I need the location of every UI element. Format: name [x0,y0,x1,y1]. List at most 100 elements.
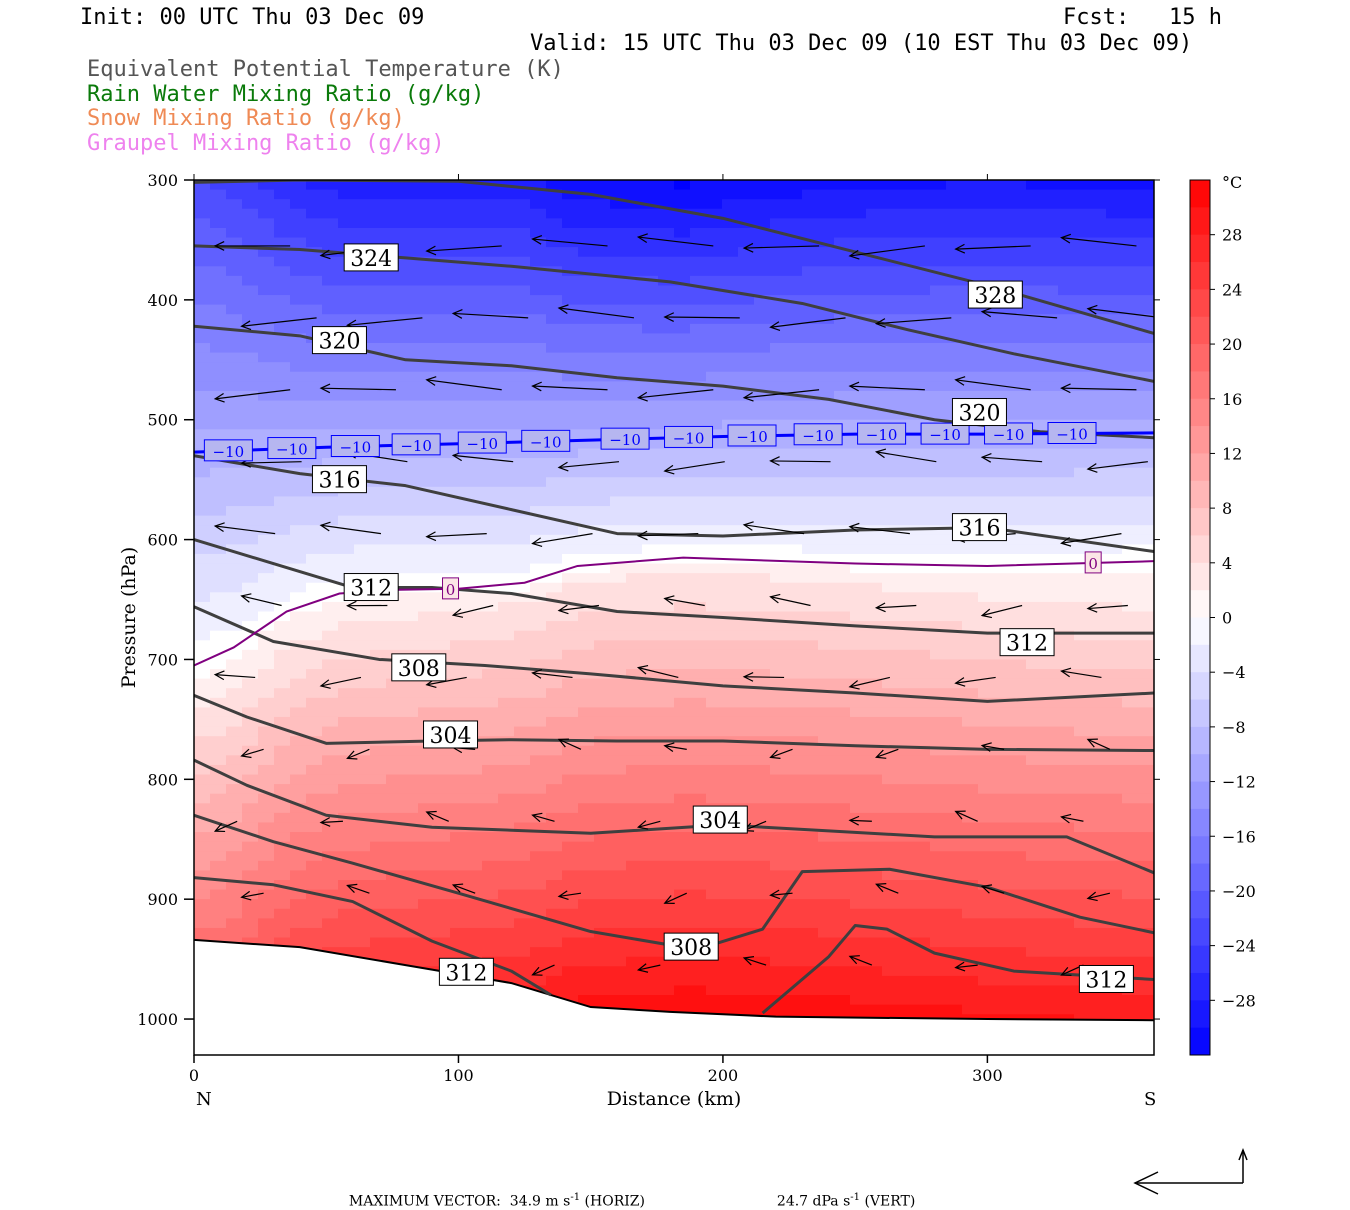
temperature-cell [226,362,243,372]
temperature-cell [642,343,659,353]
temperature-cell [770,928,787,938]
temperature-cell [850,775,867,785]
temperature-cell [242,746,259,756]
temperature-cell [546,947,563,957]
temperature-cell [386,218,403,228]
temperature-cell [1010,180,1027,190]
temperature-cell [834,535,851,545]
temperature-cell [338,775,355,785]
temperature-cell [194,516,211,526]
temperature-cell [482,612,499,622]
temperature-cell [226,506,243,516]
temperature-cell [962,190,979,200]
temperature-cell [274,612,291,622]
temperature-cell [306,669,323,679]
temperature-cell [530,899,547,909]
temperature-cell [610,938,627,948]
temperature-cell [914,190,931,200]
temperature-cell [754,707,771,717]
temperature-cell [434,928,451,938]
temperature-cell [818,401,835,411]
temperature-cell [450,218,467,228]
temperature-cell [818,1005,835,1015]
temperature-cell [578,583,595,593]
temperature-cell [418,544,435,554]
temperature-cell [562,813,579,823]
temperature-cell [994,938,1011,948]
temperature-cell [722,506,739,516]
temperature-cell [898,784,915,794]
temperature-cell [770,257,787,267]
temperature-cell [242,688,259,698]
temperature-cell [578,755,595,765]
temperature-cell [546,640,563,650]
temperature-cell [706,276,723,286]
temperature-cell [610,305,627,315]
temperature-cell [770,401,787,411]
temperature-cell [546,631,563,641]
temperature-cell [898,333,915,343]
temperature-cell [946,343,963,353]
temperature-cell [978,813,995,823]
temperature-cell [482,343,499,353]
temperature-cell [594,295,611,305]
temperature-cell [306,775,323,785]
temperature-cell [210,918,227,928]
temperature-cell [450,832,467,842]
temperature-cell [1026,410,1043,420]
temperature-cell [1010,535,1027,545]
temperature-cell [338,295,355,305]
temperature-cell [674,228,691,238]
temperature-cell [994,544,1011,554]
temperature-cell [546,803,563,813]
temperature-cell [962,583,979,593]
temperature-cell [258,544,275,554]
temperature-cell [1026,458,1043,468]
temperature-cell [546,506,563,516]
temperature-cell [834,890,851,900]
temperature-cell [738,199,755,209]
temperature-cell [530,688,547,698]
temperature-cell [226,679,243,689]
temperature-cell [466,343,483,353]
temperature-cell [530,564,547,574]
temperature-cell [306,755,323,765]
temperature-cell [562,698,579,708]
temperature-cell [642,592,659,602]
temperature-cell [370,851,387,861]
temperature-cell [690,640,707,650]
temperature-cell [962,947,979,957]
temperature-cell [882,343,899,353]
temperature-cell [946,851,963,861]
temperature-cell [594,257,611,267]
temperature-cell [786,832,803,842]
temperature-cell [626,957,643,967]
temperature-cell [706,496,723,506]
temperature-cell [642,985,659,995]
temperature-cell [242,477,259,487]
temperature-cell [594,477,611,487]
temperature-cell [274,899,291,909]
temperature-cell [386,880,403,890]
temperature-cell [898,803,915,813]
temperature-cell [1026,688,1043,698]
temperature-cell [290,276,307,286]
temperature-cell [322,266,339,276]
temperature-cell [690,564,707,574]
temperature-cell [226,909,243,919]
temperature-cell [1042,496,1059,506]
temperature-cell [482,842,499,852]
temperature-cell [434,362,451,372]
temperature-cell [434,861,451,871]
temperature-cell [578,822,595,832]
temperature-cell [338,285,355,295]
temperature-cell [258,775,275,785]
temperature-cell [530,218,547,228]
temperature-cell [1026,822,1043,832]
temperature-cell [498,938,515,948]
temperature-cell [594,947,611,957]
temperature-cell [290,573,307,583]
temperature-cell [562,650,579,660]
temperature-cell [674,516,691,526]
temperature-cell [930,448,947,458]
